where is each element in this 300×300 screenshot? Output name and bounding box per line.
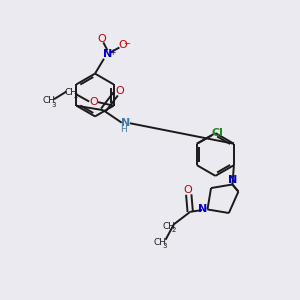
- Text: CH: CH: [65, 88, 78, 97]
- Text: CH: CH: [162, 222, 175, 231]
- Text: 2: 2: [171, 227, 175, 233]
- Text: +: +: [109, 48, 116, 57]
- Text: 2: 2: [74, 93, 78, 99]
- Text: O: O: [119, 40, 128, 50]
- Text: N: N: [198, 204, 207, 214]
- Text: N: N: [228, 175, 238, 185]
- Text: N: N: [121, 118, 130, 128]
- Text: 3: 3: [51, 102, 56, 108]
- Text: O: O: [89, 97, 98, 106]
- Text: O: O: [116, 86, 124, 96]
- Text: CH: CH: [42, 97, 55, 106]
- Text: O: O: [184, 185, 193, 195]
- Text: H: H: [120, 125, 127, 134]
- Text: 3: 3: [163, 243, 167, 249]
- Text: −: −: [124, 39, 130, 48]
- Text: O: O: [97, 34, 106, 44]
- Text: N: N: [103, 49, 112, 59]
- Text: CH: CH: [154, 238, 167, 247]
- Text: Cl: Cl: [211, 128, 223, 138]
